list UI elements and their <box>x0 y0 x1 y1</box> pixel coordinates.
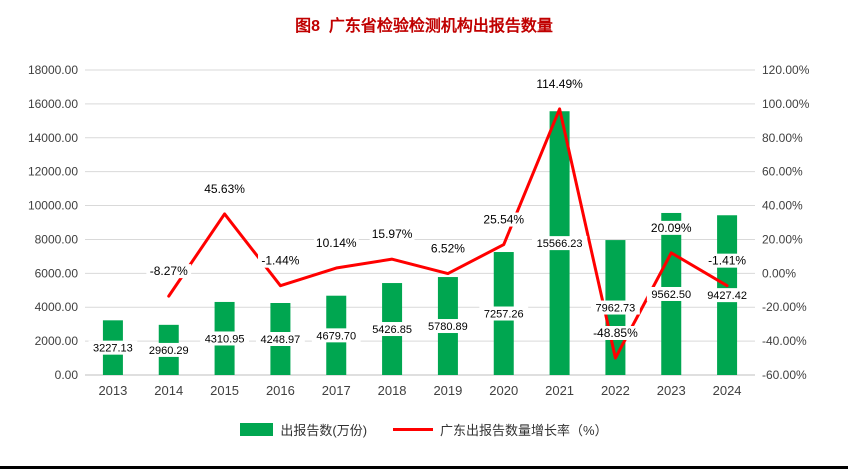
y-axis-tick-label: 6000.00 <box>35 266 79 280</box>
secondary-y-axis-tick-label: 20.00% <box>762 232 803 246</box>
x-axis-label: 2020 <box>489 383 518 398</box>
bar-value-label: 4310.95 <box>205 333 245 345</box>
bar-value-label-bg <box>144 342 194 357</box>
y-axis-tick-label: 12000.00 <box>28 165 78 179</box>
x-axis-label: 2017 <box>322 383 351 398</box>
y-axis-tick-label: 8000.00 <box>35 232 79 246</box>
bar-value-label-bg <box>256 332 305 347</box>
y-axis-tick-label: 2000.00 <box>35 334 79 348</box>
legend-item-bars: 出报告数(万份) <box>240 420 367 439</box>
x-axis-label: 2023 <box>657 383 686 398</box>
x-axis-label: 2013 <box>98 383 127 398</box>
bar-value-label: 4248.97 <box>261 334 301 346</box>
y-axis-tick-label: 10000.00 <box>28 199 78 213</box>
x-axis-label: 2024 <box>713 383 742 398</box>
secondary-y-axis-tick-label: 120.00% <box>762 63 810 77</box>
growth-value-label: 6.52% <box>431 242 465 256</box>
x-axis-label: 2019 <box>433 383 462 398</box>
secondary-y-axis-tick-label: -20.00% <box>762 300 807 314</box>
legend: 出报告数(万份) 广东出报告数量增长率（%） <box>0 420 848 439</box>
growth-value-label: 25.54% <box>483 213 524 227</box>
bar-value-label: 5780.89 <box>428 321 468 333</box>
growth-value-label-bg <box>589 325 642 340</box>
secondary-y-axis-tick-label: -40.00% <box>762 334 807 348</box>
growth-value-label-bg <box>369 227 415 242</box>
growth-value-label-bg <box>313 236 359 251</box>
growth-value-label-bg <box>481 212 527 227</box>
secondary-y-axis-tick-label: 40.00% <box>762 199 803 213</box>
line-series-swatch <box>393 428 434 431</box>
bar-value-label: 7257.26 <box>484 309 524 321</box>
growth-value-label-bg <box>202 181 247 196</box>
bar-series-swatch <box>240 423 274 436</box>
bar-value-label-bg <box>646 286 696 301</box>
bar-value-label-bg <box>531 236 588 251</box>
growth-value-label: 114.49% <box>536 77 583 91</box>
bar-value-label: 4679.70 <box>316 330 356 342</box>
x-axis-label: 2014 <box>154 383 183 398</box>
growth-value-label: -1.41% <box>708 254 746 268</box>
growth-value-label-bg <box>258 253 303 268</box>
legend-item-line: 广东出报告数量增长率（%） <box>393 420 608 439</box>
x-axis-label: 2021 <box>545 383 574 398</box>
line-series-label: 广东出报告数量增长率（%） <box>440 423 608 438</box>
secondary-y-axis-tick-label: 60.00% <box>762 165 803 179</box>
x-axis-label: 2015 <box>210 383 239 398</box>
growth-value-label: 20.09% <box>651 221 692 235</box>
growth-value-label: 10.14% <box>316 236 357 250</box>
y-axis-tick-label: 16000.00 <box>28 97 78 111</box>
growth-value-label-bg <box>146 264 192 279</box>
growth-value-label: -1.44% <box>261 254 299 268</box>
bar-value-label-bg <box>479 306 529 321</box>
growth-value-label: -48.85% <box>593 326 638 340</box>
secondary-y-axis-tick-label: 0.00% <box>762 266 796 280</box>
bar-value-label-bg <box>88 340 138 355</box>
x-axis-label: 2016 <box>266 383 295 398</box>
bar-value-label: 3227.13 <box>93 343 133 355</box>
x-axis-label: 2022 <box>601 383 630 398</box>
y-axis-tick-label: 18000.00 <box>28 63 78 77</box>
y-axis-tick-label: 4000.00 <box>35 300 79 314</box>
growth-value-label: 45.63% <box>204 182 245 196</box>
bar-series-label: 出报告数(万份) <box>280 423 368 438</box>
y-axis-tick-label: 0.00 <box>55 368 79 382</box>
growth-value-label-bg <box>533 76 586 91</box>
bar-value-label-bg <box>591 300 640 315</box>
bar-value-label-bg <box>702 288 752 303</box>
bar-value-label: 2960.29 <box>149 345 189 357</box>
growth-value-label: 15.97% <box>372 227 413 241</box>
bar-value-label: 7962.73 <box>596 303 636 315</box>
bar-value-label: 9427.42 <box>707 290 747 302</box>
chart-title: 图8 广东省检验检测机构出报告数量 <box>295 18 553 35</box>
bar-value-label-bg <box>367 322 417 337</box>
secondary-y-axis-tick-label: 100.00% <box>762 97 810 111</box>
y-axis-tick-label: 14000.00 <box>28 131 78 145</box>
bar-value-label-bg <box>200 331 249 346</box>
growth-value-label-bg <box>428 241 467 256</box>
bar-value-label: 5426.85 <box>372 324 412 336</box>
secondary-y-axis-tick-label: 80.00% <box>762 131 803 145</box>
x-axis-label: 2018 <box>378 383 407 398</box>
secondary-y-axis-tick-label: -60.00% <box>762 368 807 382</box>
growth-value-label-bg <box>648 220 694 235</box>
chart-canvas: 0.00 -60.00% 2000.00 -40.00% 4000.00 -20.00% 6… <box>28 63 810 398</box>
bar-value-label-bg <box>311 328 361 343</box>
growth-value-label: -8.27% <box>150 264 188 278</box>
bar-value-label: 9562.50 <box>651 289 691 301</box>
growth-value-label-bg <box>704 253 750 268</box>
bar-value-label-bg <box>423 319 473 334</box>
bar-value-label: 15566.23 <box>537 238 583 250</box>
bottom-border-line <box>0 466 848 469</box>
